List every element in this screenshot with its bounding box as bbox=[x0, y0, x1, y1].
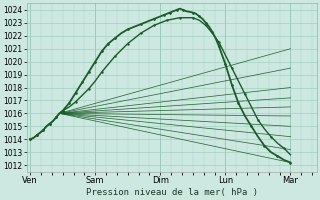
X-axis label: Pression niveau de la mer( hPa ): Pression niveau de la mer( hPa ) bbox=[86, 188, 258, 197]
